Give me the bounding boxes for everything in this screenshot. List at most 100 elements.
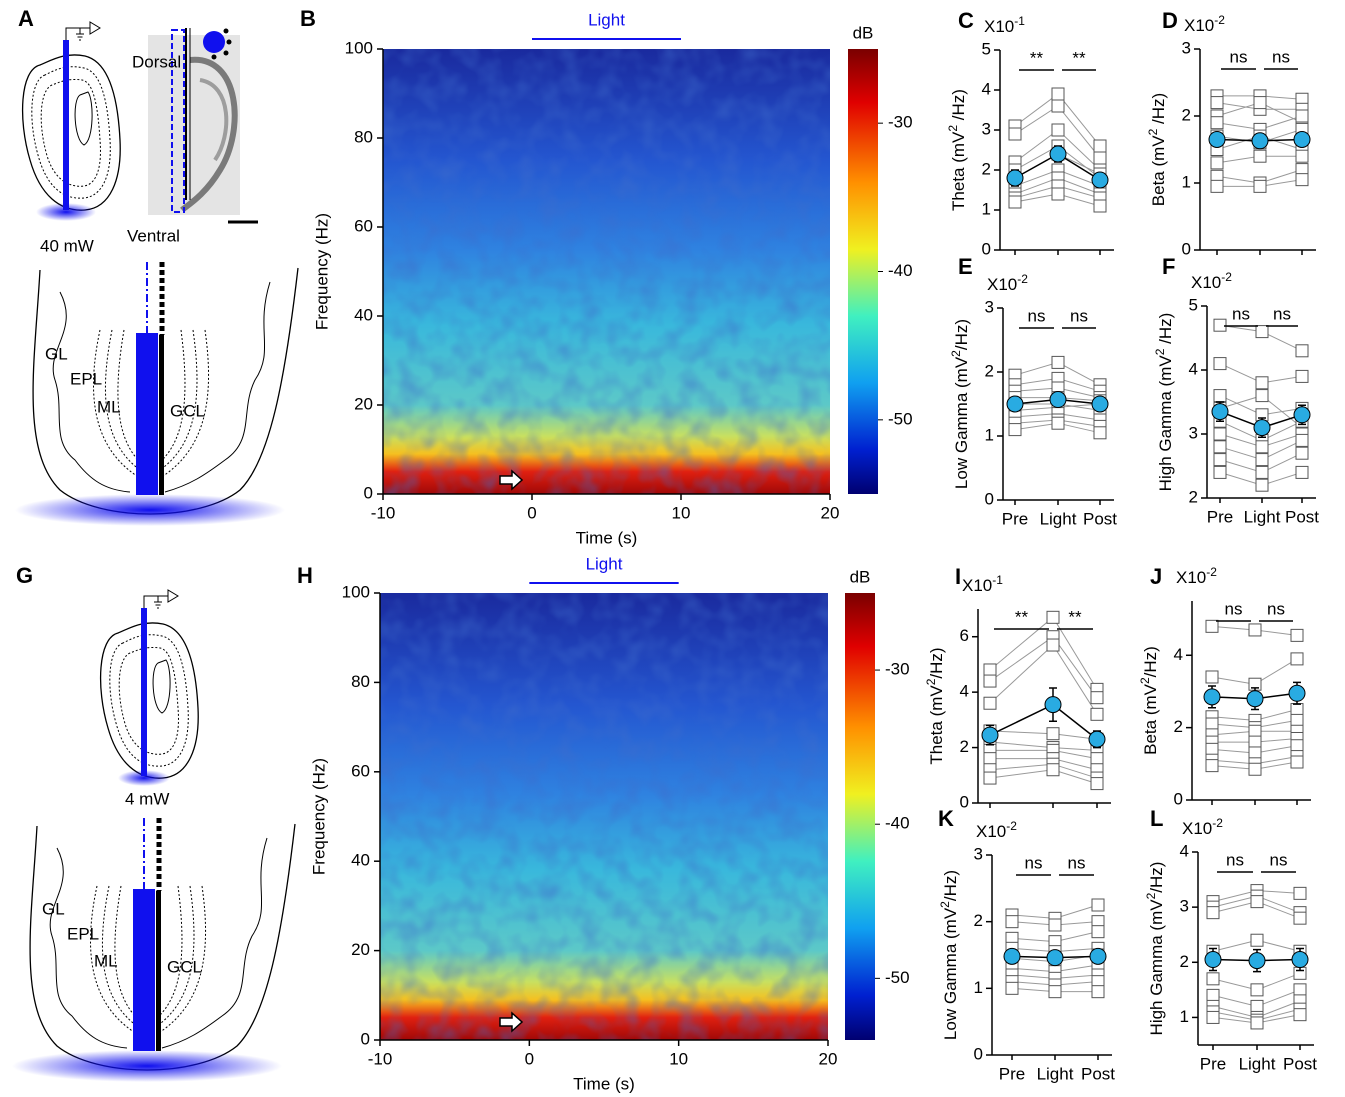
x-tick-label: Light xyxy=(1239,1054,1276,1073)
mean-point xyxy=(1203,688,1221,706)
y-tick-label: 2 xyxy=(974,911,983,930)
scale-exponent: -2 xyxy=(1017,272,1028,286)
y-tick-label: 100 xyxy=(345,38,373,57)
y-axis-label-part: /Hz) xyxy=(1149,93,1168,129)
y-tick-label: 4 xyxy=(1180,841,1189,860)
significance-label: ns xyxy=(1273,304,1291,323)
subject-point xyxy=(1090,752,1104,766)
subject-point xyxy=(1213,389,1227,403)
colorbar xyxy=(848,49,878,494)
light-label: Light xyxy=(588,10,625,29)
y-axis-label: High Gamma (mV2 /Hz) xyxy=(1153,313,1175,492)
mean-point xyxy=(1253,419,1271,437)
y-tick-label: 4 xyxy=(960,682,969,701)
subject-point xyxy=(1255,478,1269,492)
subject-point xyxy=(1248,724,1262,738)
subject-point xyxy=(1248,623,1262,637)
light-glow xyxy=(118,770,170,786)
subject-point xyxy=(1008,423,1022,437)
significance-label: ns xyxy=(1270,850,1288,869)
y-tick-label: 2 xyxy=(985,361,994,380)
colorbar-label: dB xyxy=(850,567,871,586)
mean-point xyxy=(1049,145,1067,163)
subject-point xyxy=(983,696,997,710)
colorbar xyxy=(845,593,875,1040)
scale-base: X10 xyxy=(962,576,992,595)
x-tick-label: -10 xyxy=(368,1049,393,1068)
y-axis-label-part: /Hz) xyxy=(1147,862,1166,893)
mean-point xyxy=(1291,951,1309,969)
panel-letter: G xyxy=(16,563,33,588)
mean-point xyxy=(981,726,999,744)
x-tick-label: 10 xyxy=(672,503,691,522)
subject-point xyxy=(1293,1008,1307,1022)
y-axis-label-part: Low Gamma (mV xyxy=(941,907,960,1040)
y-axis-label-part: /Hz) xyxy=(1141,646,1160,677)
subject-point xyxy=(1255,453,1269,467)
subject-point xyxy=(1255,376,1269,390)
subject-point xyxy=(983,752,997,766)
y-tick-label: 2 xyxy=(1189,487,1198,506)
subject-point xyxy=(1090,777,1104,791)
subject-point xyxy=(1213,465,1227,479)
y-tick-label: 80 xyxy=(354,127,373,146)
colorbar-tick-label: -40 xyxy=(885,814,910,833)
panel-letter: F xyxy=(1162,254,1175,279)
y-axis-label-part: 2 xyxy=(949,350,963,357)
scale-base: X10 xyxy=(984,17,1014,36)
subject-point xyxy=(1295,344,1309,358)
subject-point xyxy=(1255,440,1269,454)
layer-label: GCL xyxy=(170,401,205,420)
subject-point xyxy=(1250,895,1264,909)
y-axis-label: Low Gamma (mV2/Hz) xyxy=(949,319,971,489)
x-tick-label: Light xyxy=(1244,507,1281,526)
y-tick-label: 3 xyxy=(982,119,991,138)
subject-point xyxy=(1213,453,1227,467)
onset-arrow xyxy=(499,469,524,491)
subject-point xyxy=(1093,426,1107,440)
x-tick-label: Post xyxy=(1083,509,1117,528)
mean-point xyxy=(1204,951,1222,969)
subject-line xyxy=(989,730,1098,740)
subject-point xyxy=(1051,355,1065,369)
subject-point xyxy=(1295,149,1309,163)
significance-label: ns xyxy=(1225,599,1243,618)
subject-point xyxy=(1295,465,1309,479)
mean-point xyxy=(1248,952,1266,970)
y-axis-label: Low Gamma (mV2/Hz) xyxy=(938,870,960,1040)
y-tick-label: 4 xyxy=(1174,645,1183,664)
y-axis-label: Beta (mV2/Hz) xyxy=(1138,646,1160,755)
subject-point xyxy=(1290,713,1304,727)
subject-point xyxy=(1253,179,1267,193)
electrode xyxy=(65,21,101,41)
mean-point xyxy=(1088,730,1106,748)
scale-exponent: -1 xyxy=(1014,14,1025,28)
x-tick-label: 0 xyxy=(525,1049,534,1068)
light-label: Light xyxy=(586,554,623,573)
y-axis-label-part: 2 xyxy=(924,678,938,685)
subject-point xyxy=(1206,972,1220,986)
y-axis-label-part: 2 xyxy=(1138,677,1152,684)
subject-point xyxy=(1295,446,1309,460)
subject-point xyxy=(1008,195,1022,209)
y-axis-label-part: 2 xyxy=(1153,348,1167,355)
optic-fiber xyxy=(63,40,69,210)
x-axis-label: Time (s) xyxy=(573,1074,635,1093)
y-axis-label: Frequency (Hz) xyxy=(309,758,328,875)
y-tick-label: 0 xyxy=(982,239,991,258)
histology-layer xyxy=(199,78,229,162)
y-tick-label: 5 xyxy=(1189,295,1198,314)
subject-point xyxy=(1051,87,1065,101)
scale-exponent: -1 xyxy=(992,573,1003,587)
scale-exponent: -2 xyxy=(1212,816,1223,830)
subject-point xyxy=(1255,325,1269,339)
scale-multiplier: X10-2 xyxy=(976,819,1017,841)
colorbar-tick-label: -40 xyxy=(888,261,913,280)
subject-point xyxy=(1213,357,1227,371)
scale-base: X10 xyxy=(1191,273,1221,292)
bulb-outline xyxy=(21,54,121,211)
subject-point xyxy=(1295,369,1309,383)
y-tick-label: 1 xyxy=(982,199,991,218)
x-tick-label: 20 xyxy=(821,503,840,522)
